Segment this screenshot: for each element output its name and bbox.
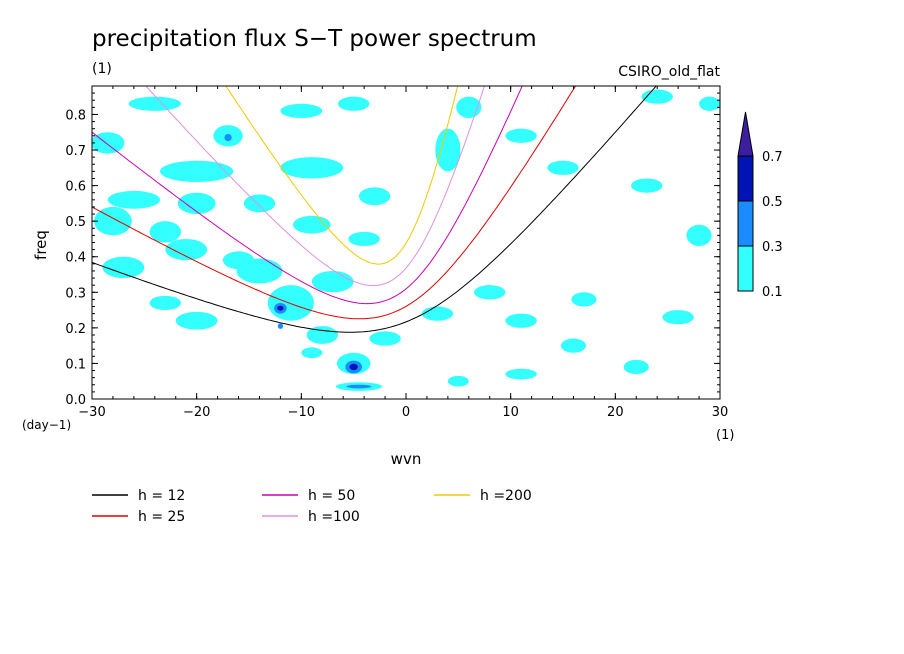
curve-h-200 xyxy=(225,86,459,265)
curve-h-50 xyxy=(92,86,523,305)
contour-region-17 xyxy=(505,128,537,143)
contour-region-28 xyxy=(277,305,284,311)
x-tick-label: −20 xyxy=(183,405,210,420)
contour-region-37 xyxy=(349,363,358,371)
contour-region-12 xyxy=(243,194,276,213)
contour-region-8 xyxy=(94,206,132,236)
x-tick-label: 0 xyxy=(402,405,410,420)
contour-region-48 xyxy=(686,224,712,247)
contour-region-47 xyxy=(662,310,694,325)
contour-region-0 xyxy=(92,132,125,154)
contour-region-25 xyxy=(236,258,283,284)
x-tick-label: 10 xyxy=(502,405,519,420)
contour-region-46 xyxy=(623,359,649,375)
legend-label: h =100 xyxy=(308,509,360,525)
x-tick-label: −30 xyxy=(78,405,105,420)
contour-region-11 xyxy=(177,192,216,215)
contour-region-1 xyxy=(128,96,181,111)
contour-region-21 xyxy=(699,96,720,111)
colorbar-label: 0.3 xyxy=(762,240,783,255)
colorbar-label: 0.1 xyxy=(762,285,783,300)
contour-region-23 xyxy=(165,238,208,261)
colorbar-label: 0.5 xyxy=(762,195,783,210)
contour-region-41 xyxy=(421,306,454,321)
legend: h = 12 h = 25 h = 50 h =100 h =200 xyxy=(92,488,532,525)
contour-region-49 xyxy=(447,375,469,387)
contour-region-6 xyxy=(280,157,344,179)
curve-h-25 xyxy=(92,86,577,320)
contour-region-50 xyxy=(505,368,537,380)
y-tick-label: 0.5 xyxy=(65,215,86,230)
contour-region-43 xyxy=(505,313,537,328)
chart-title: precipitation flux S−T power spectrum xyxy=(92,26,537,52)
axis-ticks: −30 −20 −10 0 10 20 30 0.0 0.1 0.2 0.3 0.4 0.5 0.6 0.7… xyxy=(65,86,728,420)
contour-region-4 xyxy=(224,134,232,142)
colorbar-label: 0.7 xyxy=(762,150,783,165)
colorbar-segment xyxy=(737,155,754,202)
contour-region-22 xyxy=(102,256,145,279)
x-unit-label: (1) xyxy=(716,428,734,443)
legend-label: h = 50 xyxy=(308,488,355,504)
contour-region-26 xyxy=(267,285,314,321)
x-tick-label: 20 xyxy=(607,405,624,420)
contour-region-44 xyxy=(571,292,597,307)
y-tick-label: 0.6 xyxy=(65,180,86,195)
contour-region-30 xyxy=(311,270,354,293)
curve-h-12 xyxy=(92,86,657,333)
contour-region-14 xyxy=(358,187,391,206)
colorbar: 0.1 0.3 0.5 0.7 xyxy=(737,111,783,300)
y-tick-label: 0.4 xyxy=(65,251,86,266)
x-tick-label: −10 xyxy=(288,405,315,420)
y-tick-label: 0.8 xyxy=(65,108,86,123)
y-axis-label: freq xyxy=(32,230,50,260)
contour-region-42 xyxy=(474,285,506,300)
contour-region-32 xyxy=(175,311,218,330)
chart-subtitle: (1) xyxy=(92,61,112,77)
dispersion-curves xyxy=(92,86,657,333)
contour-region-45 xyxy=(560,338,587,353)
y-tick-label: 0.3 xyxy=(65,286,86,301)
contour-region-18 xyxy=(547,160,579,175)
plot-area: −30 −20 −10 0 10 20 30 0.0 0.1 0.2 0.3 0.4 0.5 0.6 0.7… xyxy=(65,85,728,420)
model-label: CSIRO_old_flat xyxy=(618,64,720,80)
contour-fills xyxy=(92,89,720,391)
contour-region-19 xyxy=(631,178,663,193)
contour-region-51 xyxy=(369,331,401,346)
contour-region-9 xyxy=(107,190,161,209)
y-tick-label: 0.7 xyxy=(65,144,86,159)
contour-region-39 xyxy=(346,384,372,389)
x-axis-label: wvn xyxy=(391,450,422,468)
legend-label: h = 12 xyxy=(138,488,185,504)
legend-label: h =200 xyxy=(480,488,532,504)
curve-h-100 xyxy=(145,86,486,287)
contour-region-29 xyxy=(277,323,284,329)
colorbar-segment xyxy=(737,200,754,247)
contour-region-2 xyxy=(160,160,234,183)
y-tick-label: 0.1 xyxy=(65,357,86,372)
y-unit-label: (day−1) xyxy=(22,418,71,432)
legend-label: h = 25 xyxy=(138,509,185,525)
contour-region-40 xyxy=(301,347,323,359)
x-tick-label: 30 xyxy=(712,405,729,420)
contour-region-33 xyxy=(149,295,181,311)
contour-region-7 xyxy=(337,96,370,111)
colorbar-segment xyxy=(737,245,754,292)
contour-region-15 xyxy=(435,128,461,172)
contour-region-31 xyxy=(348,231,380,247)
y-tick-label: 0.2 xyxy=(65,322,86,337)
contour-region-10 xyxy=(149,221,181,243)
contour-region-34 xyxy=(306,326,338,344)
y-tick-label: 0.0 xyxy=(65,393,86,408)
contour-region-5 xyxy=(280,103,323,119)
colorbar-extension-arrow xyxy=(737,111,754,157)
